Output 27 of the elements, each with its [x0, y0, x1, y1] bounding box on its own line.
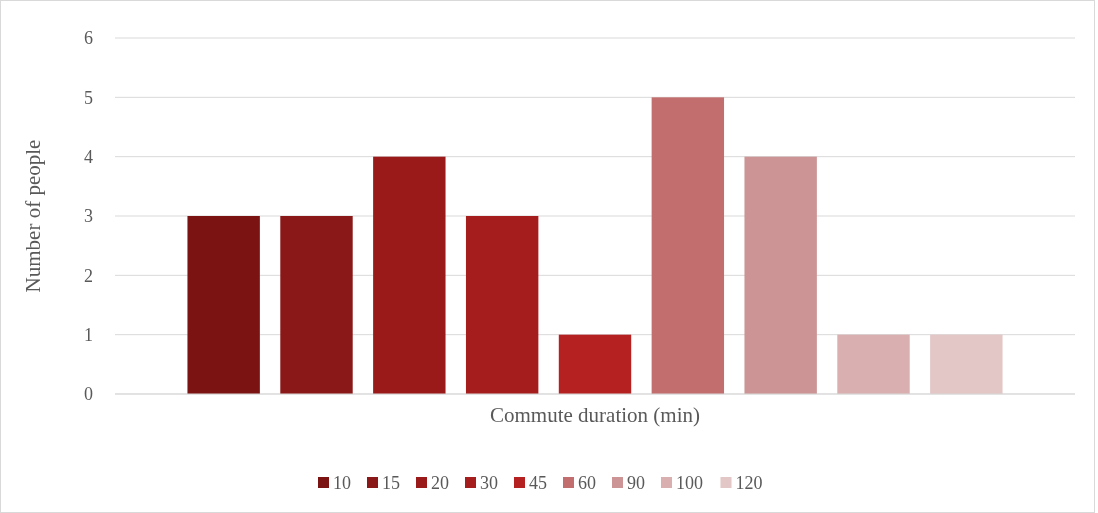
y-tick-label: 5 — [84, 87, 93, 108]
y-tick-label: 3 — [84, 206, 93, 227]
bar — [558, 334, 632, 394]
legend-label: 60 — [578, 473, 596, 494]
bar — [373, 156, 446, 394]
legend-label: 15 — [382, 473, 400, 494]
y-tick-label: 1 — [84, 324, 93, 345]
legend-label: 120 — [735, 473, 763, 494]
bar — [187, 216, 260, 394]
legend-label: 45 — [529, 473, 547, 494]
legend-label: 100 — [676, 473, 703, 494]
legend-label: 90 — [627, 473, 645, 494]
y-tick-label: 4 — [84, 146, 93, 167]
y-tick-label: 0 — [84, 384, 93, 405]
x-axis-title: Commute duration (min) — [490, 403, 700, 427]
bar — [280, 216, 353, 394]
bar — [930, 334, 1003, 394]
y-tick-label: 2 — [84, 265, 93, 286]
legend-label: 30 — [480, 473, 498, 494]
legend-label: 10 — [333, 473, 351, 494]
y-tick-label: 6 — [84, 28, 93, 49]
bar — [744, 156, 817, 394]
y-axis-title: Number of people — [21, 139, 45, 293]
legend-label: 20 — [431, 473, 449, 494]
bar — [651, 97, 725, 394]
bar — [837, 334, 910, 394]
bar — [465, 216, 539, 394]
